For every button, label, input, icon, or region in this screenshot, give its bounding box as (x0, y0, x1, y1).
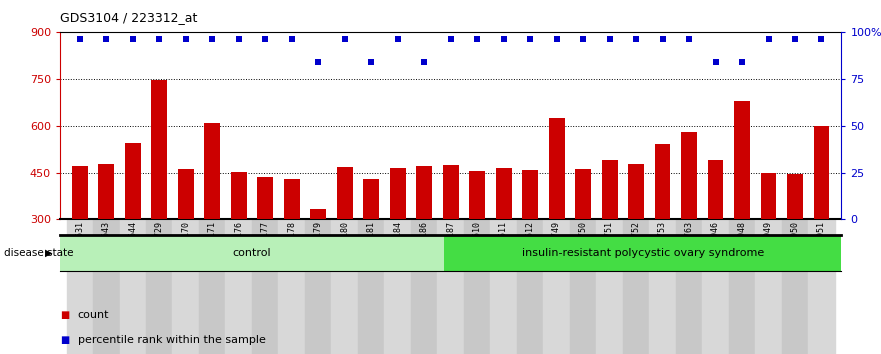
Bar (442, 165, 459, 313)
Text: insulin-resistant polycystic ovary syndrome: insulin-resistant polycystic ovary syndr… (522, 248, 764, 258)
Bar (416, 166, 432, 313)
Bar (813, 126, 829, 313)
Text: percentile rank within the sample: percentile rank within the sample (78, 335, 265, 345)
Bar (358, 219, 384, 354)
Point (603, 36, 617, 42)
Point (814, 36, 828, 42)
Bar (99, 164, 115, 313)
Bar (676, 219, 702, 354)
Bar (331, 219, 358, 354)
Bar (231, 172, 247, 313)
Point (761, 36, 775, 42)
Text: disease state: disease state (4, 248, 74, 258)
Bar (93, 219, 120, 354)
Point (152, 36, 167, 42)
Point (337, 36, 352, 42)
Text: count: count (78, 310, 109, 320)
Point (576, 36, 590, 42)
Bar (125, 143, 141, 313)
Bar (199, 219, 226, 354)
Point (417, 59, 431, 65)
Point (470, 36, 485, 42)
Bar (257, 177, 273, 313)
Bar (310, 209, 326, 313)
Bar (702, 219, 729, 354)
Bar (204, 122, 220, 313)
Bar (781, 219, 808, 354)
Bar (389, 168, 405, 313)
Bar (464, 219, 491, 354)
Bar (437, 219, 464, 354)
Bar (226, 219, 252, 354)
Point (655, 36, 670, 42)
Point (285, 36, 299, 42)
Bar (729, 219, 755, 354)
Point (232, 36, 246, 42)
Bar (628, 164, 644, 313)
Point (550, 36, 564, 42)
Bar (517, 219, 544, 354)
Bar (305, 219, 331, 354)
Point (788, 36, 802, 42)
Point (682, 36, 696, 42)
Bar (734, 101, 750, 313)
Bar (707, 160, 723, 313)
Bar (146, 219, 173, 354)
Bar (602, 160, 618, 313)
Bar (549, 118, 565, 313)
Point (364, 59, 378, 65)
Bar (152, 80, 167, 313)
Point (708, 59, 722, 65)
Point (205, 36, 219, 42)
Bar (755, 219, 781, 354)
Bar (655, 144, 670, 313)
Bar (808, 219, 834, 354)
Point (735, 59, 749, 65)
Bar (596, 219, 623, 354)
Bar (411, 219, 437, 354)
Point (443, 36, 458, 42)
Text: control: control (233, 248, 271, 258)
Bar (72, 166, 88, 313)
Bar (178, 170, 194, 313)
Bar (681, 132, 697, 313)
Point (390, 36, 404, 42)
Bar (787, 174, 803, 313)
Point (73, 36, 87, 42)
Bar (252, 219, 278, 354)
Text: ▶: ▶ (45, 248, 53, 258)
Bar (278, 219, 305, 354)
Bar (649, 219, 676, 354)
Point (523, 36, 537, 42)
Bar (60, 235, 444, 271)
Bar (470, 171, 485, 313)
Bar (120, 219, 146, 354)
Point (311, 59, 325, 65)
Text: ■: ■ (60, 310, 69, 320)
Bar (760, 172, 776, 313)
Bar (284, 179, 300, 313)
Point (126, 36, 140, 42)
Point (258, 36, 272, 42)
Point (629, 36, 643, 42)
Bar (491, 219, 517, 354)
Bar (496, 168, 512, 313)
Text: ■: ■ (60, 335, 69, 345)
Bar (522, 170, 538, 313)
Bar (575, 170, 591, 313)
Bar (67, 219, 93, 354)
Bar (363, 179, 379, 313)
Bar (384, 219, 411, 354)
Bar (570, 219, 596, 354)
Bar (337, 167, 352, 313)
Bar (444, 235, 841, 271)
Bar (623, 219, 649, 354)
Text: GDS3104 / 223312_at: GDS3104 / 223312_at (60, 11, 197, 24)
Bar (173, 219, 199, 354)
Point (179, 36, 193, 42)
Point (100, 36, 114, 42)
Point (497, 36, 511, 42)
Bar (544, 219, 570, 354)
